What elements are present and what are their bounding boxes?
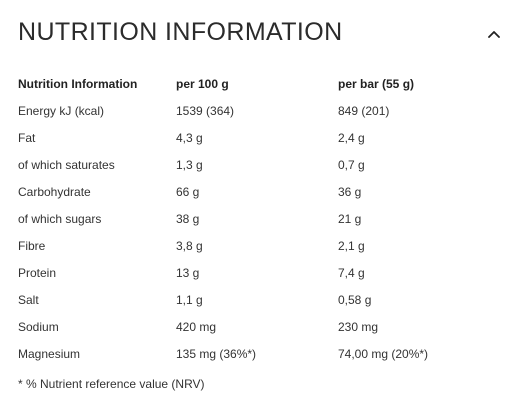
value-per-100g: 1,3 g	[176, 157, 203, 172]
value-per-bar: 849 (201)	[338, 103, 390, 118]
nutrient-name: Carbohydrate	[18, 184, 91, 199]
nutrient-name: of which sugars	[18, 211, 102, 226]
table-header-row: Nutrition Information per 100 g per bar …	[18, 70, 498, 97]
value-per-bar: 2,1 g	[338, 238, 365, 253]
table-row: Carbohydrate 66 g 36 g	[18, 178, 498, 205]
table-row: Fat 4,3 g 2,4 g	[18, 124, 498, 151]
value-per-bar: 0,7 g	[338, 157, 365, 172]
header-nutrient: Nutrition Information	[18, 76, 138, 91]
nutrient-name: of which saturates	[18, 157, 115, 172]
value-per-100g: 13 g	[176, 265, 200, 280]
nutrient-name: Fat	[18, 130, 36, 145]
chevron-up-icon	[488, 31, 500, 38]
value-per-bar: 74,00 mg (20%*)	[338, 346, 429, 361]
table-row: Fibre 3,8 g 2,1 g	[18, 232, 498, 259]
value-per-bar: 21 g	[338, 211, 362, 226]
value-per-bar: 2,4 g	[338, 130, 365, 145]
header-per-bar: per bar (55 g)	[338, 76, 415, 91]
value-per-100g: 420 mg	[176, 319, 217, 334]
nutrient-name: Sodium	[18, 319, 59, 334]
nutrient-name: Energy kJ (kcal)	[18, 103, 105, 118]
nutrient-name: Fibre	[18, 238, 46, 253]
table-row: of which sugars 38 g 21 g	[18, 205, 498, 232]
value-per-100g: 38 g	[176, 211, 200, 226]
value-per-bar: 0,58 g	[338, 292, 372, 307]
header-per-100g: per 100 g	[176, 76, 229, 91]
table-row: Magnesium 135 mg (36%*) 74,00 mg (20%*)	[18, 340, 498, 367]
nrv-footnote: * % Nutrient reference value (NRV)	[18, 377, 205, 391]
value-per-100g: 4,3 g	[176, 130, 203, 145]
nutrient-name: Salt	[18, 292, 39, 307]
table-row: of which saturates 1,3 g 0,7 g	[18, 151, 498, 178]
value-per-100g: 66 g	[176, 184, 200, 199]
value-per-bar: 7,4 g	[338, 265, 365, 280]
table-row: Salt 1,1 g 0,58 g	[18, 286, 498, 313]
collapse-toggle-button[interactable]	[484, 24, 504, 44]
nutrient-name: Protein	[18, 265, 57, 280]
value-per-bar: 230 mg	[338, 319, 379, 334]
value-per-100g: 135 mg (36%*)	[176, 346, 257, 361]
section-title: NUTRITION INFORMATION	[18, 18, 343, 46]
value-per-100g: 3,8 g	[176, 238, 203, 253]
table-row: Energy kJ (kcal) 1539 (364) 849 (201)	[18, 97, 498, 124]
table-row: Protein 13 g 7,4 g	[18, 259, 498, 286]
value-per-100g: 1539 (364)	[176, 103, 235, 118]
nutrient-name: Magnesium	[18, 346, 81, 361]
nutrition-table: Nutrition Information per 100 g per bar …	[18, 70, 498, 367]
table-row: Sodium 420 mg 230 mg	[18, 313, 498, 340]
value-per-100g: 1,1 g	[176, 292, 203, 307]
value-per-bar: 36 g	[338, 184, 362, 199]
